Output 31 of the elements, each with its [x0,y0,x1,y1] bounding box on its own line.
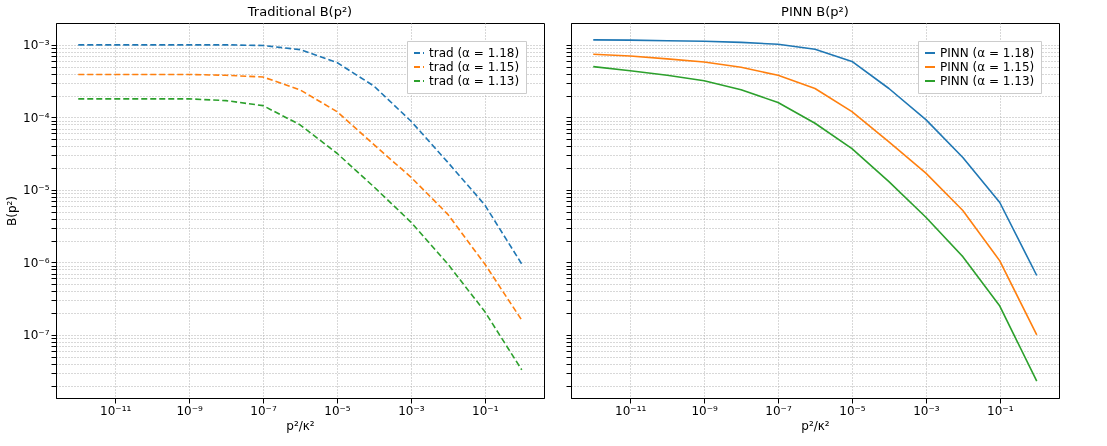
y-tick-label: 10⁻⁶ [23,255,50,270]
x-tick-label: 10⁻⁹ [691,403,719,418]
legend-label: trad (α = 1.13) [429,74,520,88]
y-tick-label: 10⁻⁵ [23,183,50,198]
x-tick-label: 10⁻¹ [472,403,499,418]
line-series [77,98,523,371]
legend-label: PINN (α = 1.18) [940,46,1035,60]
legend-label: trad (α = 1.18) [429,46,520,60]
x-tick-label: 10⁻¹¹ [100,403,132,418]
line-series [77,73,523,321]
x-tick-label: 10⁻³ [398,403,425,418]
x-tick-label: 10⁻⁵ [839,403,866,418]
x-tick-label: 10⁻¹¹ [615,403,647,418]
line-series [77,44,523,265]
chart-title: Traditional B(p²) [246,4,353,19]
legend-label: PINN (α = 1.13) [940,74,1035,88]
x-axis-title: p²/κ² [286,418,315,433]
x-tick-label: 10⁻⁵ [324,403,351,418]
legend-label: PINN (α = 1.15) [940,60,1035,74]
x-tick-label: 10⁻⁷ [250,403,277,418]
x-tick-label: 10⁻⁹ [176,403,204,418]
y-axis-title: B(p²) [5,195,20,227]
x-tick-label: 10⁻⁷ [765,403,792,418]
y-tick-label: 10⁻⁴ [23,110,50,125]
y-tick-label: 10⁻⁷ [23,328,50,343]
legend-label: trad (α = 1.15) [429,60,520,74]
chart-title: PINN B(p²) [781,4,849,19]
x-axis-title: p²/κ² [801,418,830,433]
x-tick-label: 10⁻¹ [987,403,1014,418]
y-tick-label: 10⁻³ [23,38,50,53]
x-tick-label: 10⁻³ [913,403,940,418]
